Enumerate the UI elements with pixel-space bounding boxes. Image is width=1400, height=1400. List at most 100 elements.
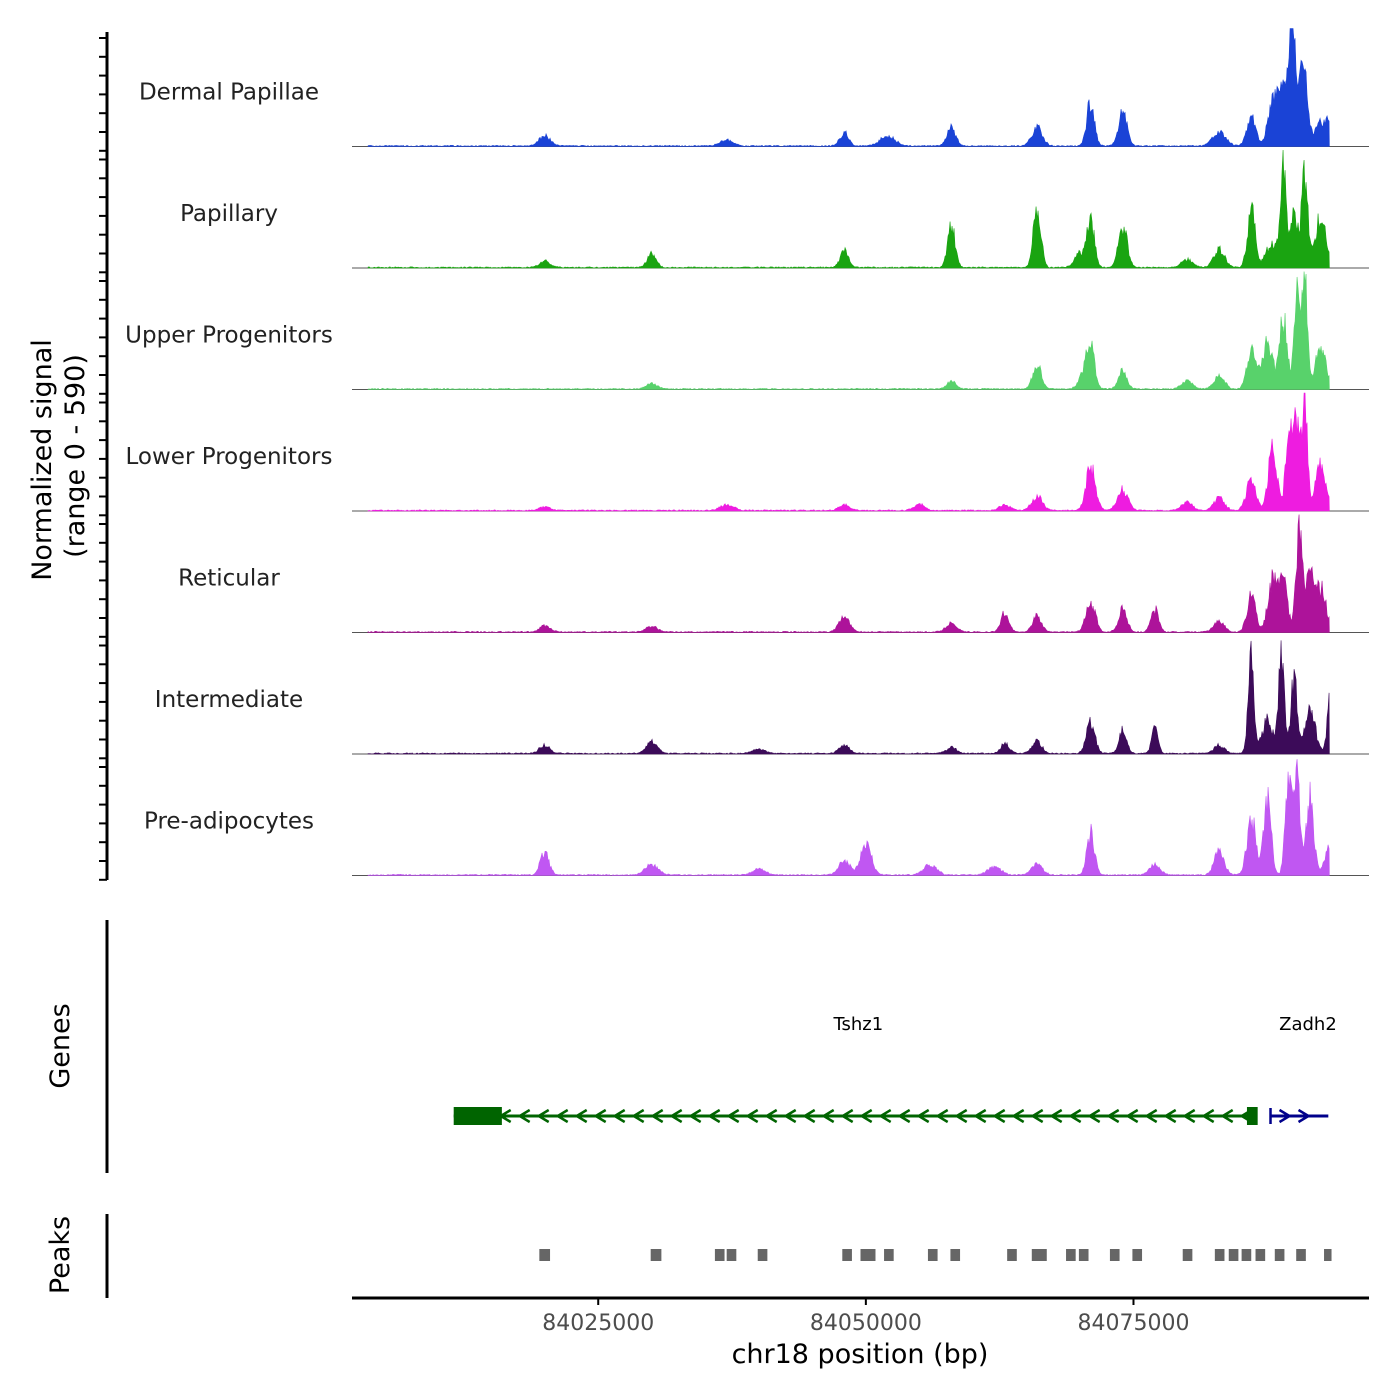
- strand-chevron: [973, 1108, 987, 1124]
- strand-chevron: [954, 1108, 968, 1124]
- coverage-track: Dermal Papillae: [139, 28, 1369, 147]
- y-axis-title-line2: (range 0 - 590): [60, 354, 91, 558]
- peak: [1228, 1249, 1239, 1261]
- strand-chevron: [517, 1108, 531, 1124]
- x-axis-title: chr18 position (bp): [732, 1339, 989, 1370]
- peak: [1078, 1249, 1089, 1261]
- gene-track: Tshz1 Zadh2: [453, 1014, 1337, 1125]
- track-label: Intermediate: [155, 687, 303, 713]
- track-label: Upper Progenitors: [125, 323, 333, 349]
- coverage-tracks: Dermal Papillae Papillary Upper Progenitor…: [125, 28, 1369, 876]
- strand-chevron: [555, 1108, 569, 1124]
- strand-chevron: [1030, 1108, 1044, 1124]
- peak: [1007, 1249, 1017, 1261]
- genes-axis-title: Genes: [45, 1003, 76, 1088]
- strand-chevron: [707, 1108, 721, 1124]
- peak-track: [539, 1249, 1332, 1261]
- strand-chevron: [1049, 1108, 1063, 1124]
- x-tick-label: 84075000: [1077, 1311, 1189, 1336]
- gene: Zadh2: [1269, 1014, 1337, 1124]
- peaks-axis-title: Peaks: [45, 1216, 76, 1294]
- peak: [927, 1249, 938, 1261]
- strand-chevron: [1201, 1108, 1215, 1124]
- track-label: Lower Progenitors: [126, 444, 333, 470]
- coverage-area: [367, 640, 1330, 755]
- peak: [1241, 1249, 1252, 1261]
- peak: [1031, 1249, 1047, 1261]
- peak: [1132, 1249, 1143, 1261]
- peak: [757, 1249, 768, 1261]
- gene: Tshz1: [453, 1014, 1258, 1125]
- strand-chevron: [764, 1108, 778, 1124]
- coverage-track: Upper Progenitors: [125, 271, 1369, 390]
- strand-chevron: [612, 1108, 626, 1124]
- strand-chevron: [878, 1108, 892, 1124]
- strand-chevron: [802, 1108, 816, 1124]
- peak: [842, 1249, 852, 1261]
- gene-exon: [1246, 1107, 1258, 1125]
- coverage-area: [367, 514, 1330, 633]
- peak: [650, 1249, 662, 1261]
- strand-chevron: [1163, 1108, 1177, 1124]
- strand-chevron: [783, 1108, 797, 1124]
- strand-chevron: [935, 1108, 949, 1124]
- peak: [1296, 1249, 1306, 1261]
- x-axis-ticks: 84025000 84050000 84075000: [542, 1298, 1189, 1336]
- peak: [884, 1249, 894, 1261]
- strand-chevron: [593, 1108, 607, 1124]
- peak: [714, 1249, 725, 1261]
- strand-chevron: [1087, 1108, 1101, 1124]
- y-axis-title-line1: Normalized signal: [27, 339, 58, 581]
- x-tick-label: 84025000: [542, 1311, 654, 1336]
- strand-chevron: [688, 1108, 702, 1124]
- strand-chevron: [916, 1108, 930, 1124]
- strand-chevron: [650, 1108, 664, 1124]
- peak: [1109, 1249, 1120, 1261]
- strand-chevron: [859, 1108, 873, 1124]
- strand-chevron: [1011, 1108, 1025, 1124]
- coverage-area: [367, 28, 1330, 147]
- peak: [1066, 1249, 1076, 1261]
- track-label: Dermal Papillae: [139, 80, 319, 106]
- coverage-area: [367, 149, 1330, 269]
- gene-exon: [453, 1107, 502, 1125]
- coverage-track: Reticular: [178, 514, 1369, 633]
- strand-chevron: [669, 1108, 683, 1124]
- coverage-track: Intermediate: [155, 640, 1369, 755]
- coverage-track: Pre-adipocytes: [144, 759, 1369, 876]
- track-label: Reticular: [178, 566, 280, 592]
- coverage-area: [367, 759, 1330, 876]
- coverage-area: [367, 271, 1330, 390]
- peak: [539, 1249, 551, 1261]
- strand-chevron: [1220, 1108, 1234, 1124]
- peak: [1182, 1249, 1193, 1261]
- peak: [860, 1249, 876, 1261]
- strand-chevron: [574, 1108, 588, 1124]
- strand-chevron: [1278, 1108, 1292, 1124]
- strand-chevron: [897, 1108, 911, 1124]
- peak: [1324, 1249, 1332, 1261]
- strand-chevron: [1125, 1108, 1139, 1124]
- strand-chevron: [745, 1108, 759, 1124]
- peak: [1255, 1249, 1266, 1261]
- coverage-track: Lower Progenitors: [126, 392, 1369, 512]
- strand-chevron: [821, 1108, 835, 1124]
- coverage-track: Papillary: [180, 149, 1369, 269]
- strand-chevron: [1106, 1108, 1120, 1124]
- x-tick-label: 84050000: [810, 1311, 922, 1336]
- gene-label: Zadh2: [1279, 1014, 1337, 1035]
- peak: [1274, 1249, 1285, 1261]
- coverage-area: [367, 392, 1330, 512]
- signal-axis-ticks: [99, 37, 107, 881]
- strand-chevron: [1297, 1108, 1311, 1124]
- strand-chevron: [1068, 1108, 1082, 1124]
- strand-chevron: [992, 1108, 1006, 1124]
- strand-chevron: [1182, 1108, 1196, 1124]
- peak: [1214, 1249, 1225, 1261]
- strand-chevron: [631, 1108, 645, 1124]
- peak: [950, 1249, 961, 1261]
- strand-chevron: [840, 1108, 854, 1124]
- track-label: Pre-adipocytes: [144, 809, 314, 835]
- strand-chevron: [1144, 1108, 1158, 1124]
